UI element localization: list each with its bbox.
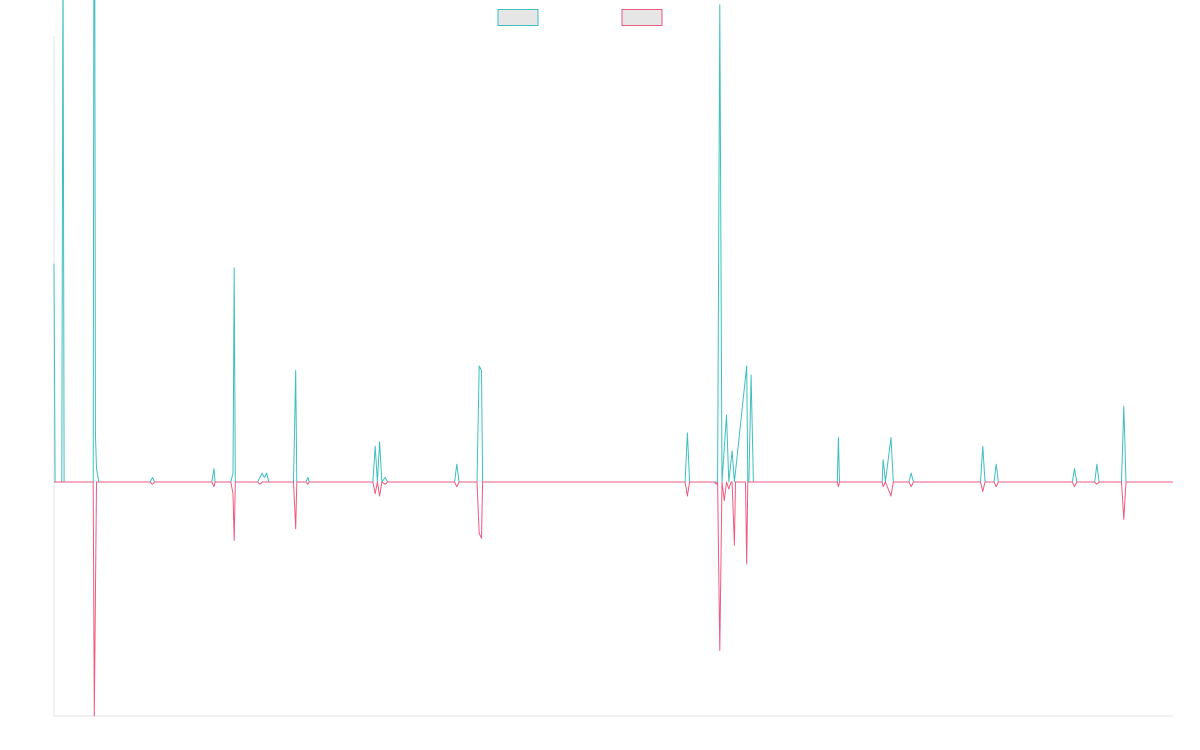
- legend-swatch-2[interactable]: [621, 9, 663, 26]
- series-line-2: [54, 481, 1173, 717]
- plot-area: [53, 0, 1173, 717]
- legend-swatch-1[interactable]: [497, 9, 539, 26]
- series-line-1: [53, 0, 1173, 483]
- legend[interactable]: [497, 9, 663, 26]
- series-group: [53, 0, 1173, 717]
